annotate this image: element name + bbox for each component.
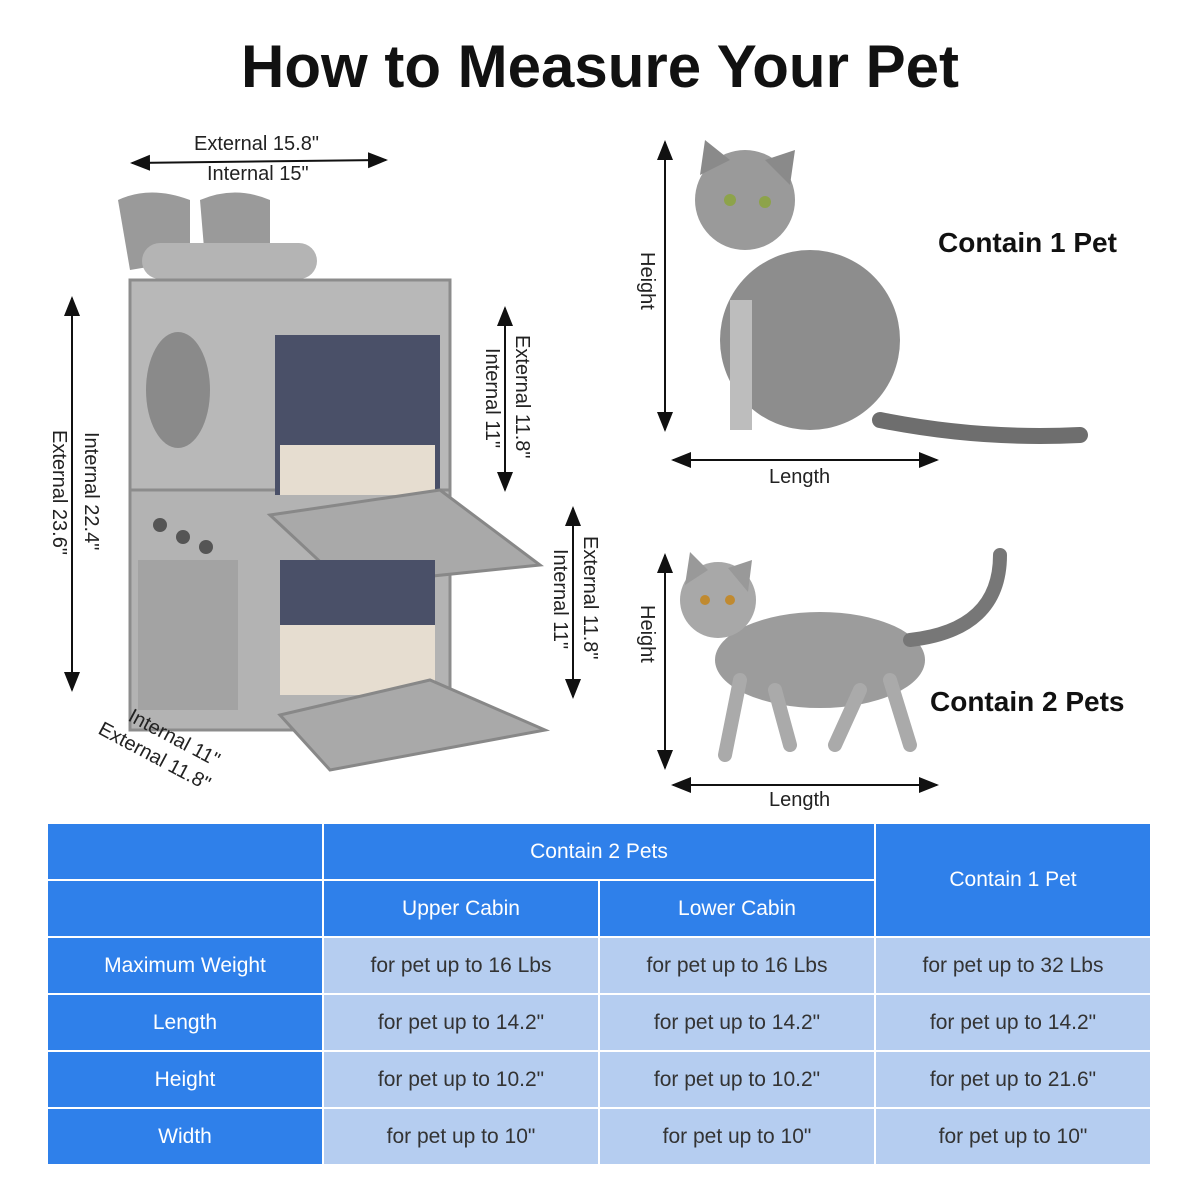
header-contain-1: Contain 1 Pet: [874, 822, 1152, 938]
header-lower-cabin: Lower Cabin: [598, 879, 876, 938]
table-row: Maximum Weight for pet up to 16 Lbs for …: [46, 936, 1152, 995]
header-contain-2: Contain 2 Pets: [322, 822, 876, 881]
pet1-length-label: Length: [769, 466, 831, 488]
header-upper-cabin: Upper Cabin: [322, 879, 600, 938]
upper-internal-label: Internal 11": [481, 348, 503, 449]
pet2-title: Contain 2 Pets: [930, 686, 1125, 717]
pet1-title: Contain 1 Pet: [938, 227, 1117, 258]
backpack-image: [118, 192, 551, 772]
page-title: How to Measure Your Pet: [241, 33, 959, 100]
pet2-length-label: Length: [769, 789, 831, 811]
pet2-height-label: Height: [636, 605, 658, 663]
size-table: Contain 2 Pets Contain 1 Pet Upper Cabin…: [46, 822, 1152, 1166]
kitten-walking-image: [680, 548, 1007, 762]
pet1-height-label: Height: [636, 252, 658, 310]
lower-internal-label: Internal 11": [549, 549, 571, 650]
width-internal-label: Internal 15": [207, 163, 309, 185]
lower-external-label: External 11.8": [579, 536, 601, 660]
table-row: Width for pet up to 10" for pet up to 10…: [46, 1107, 1152, 1166]
height-external-label: External 23.6": [48, 430, 70, 555]
dimension-arrows: [64, 140, 939, 793]
upper-external-label: External 11.8": [511, 335, 533, 459]
table-row: Height for pet up to 10.2" for pet up to…: [46, 1050, 1152, 1109]
table-row: Length for pet up to 14.2" for pet up to…: [46, 993, 1152, 1052]
illustrations: [64, 140, 1088, 793]
height-internal-label: Internal 22.4": [80, 432, 102, 551]
width-external-label: External 15.8": [194, 133, 319, 155]
cat-sitting-image: [695, 140, 1088, 444]
